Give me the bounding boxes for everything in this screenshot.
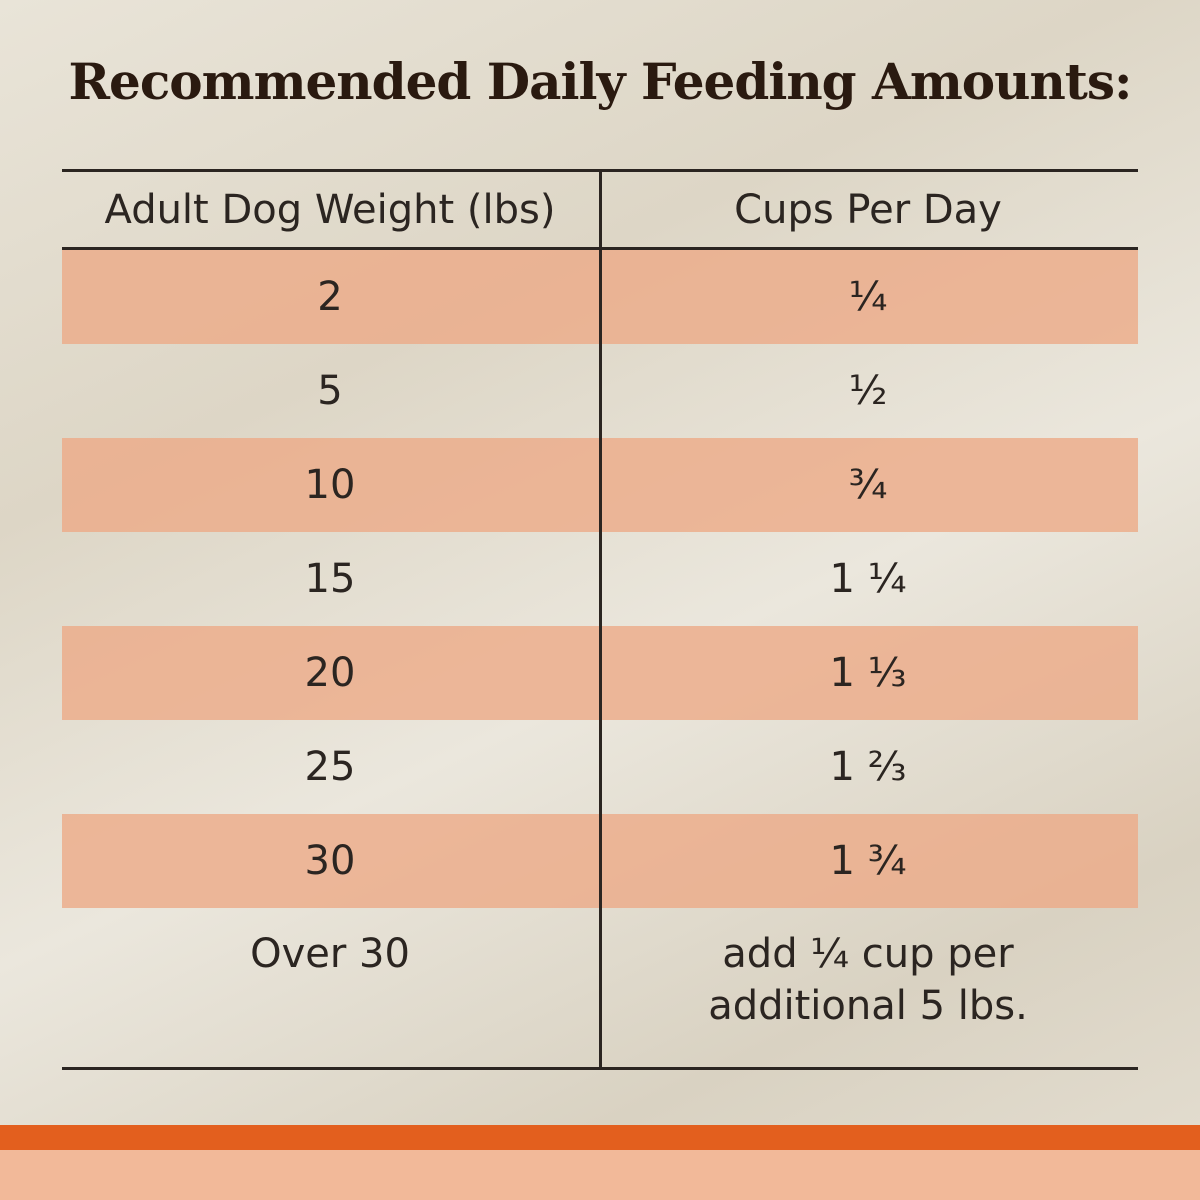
cell-text: 25 xyxy=(304,744,356,790)
cell-text: ½ xyxy=(848,368,888,414)
cell-text: add ¼ cup per additional 5 lbs. xyxy=(708,931,1028,1029)
table-bottom-rule xyxy=(62,1067,1138,1070)
cell-text: 5 xyxy=(317,368,343,414)
cell-text: 1 ¾ xyxy=(829,838,907,884)
table-cell: 1 ¾ xyxy=(600,814,1136,908)
table-cell: 1 ⅓ xyxy=(600,626,1136,720)
table-cell: 25 xyxy=(62,720,598,814)
cell-text: 1 ⅔ xyxy=(829,744,907,790)
cell-text: Cups Per Day xyxy=(734,187,1002,233)
table-cell: 1 ⅔ xyxy=(600,720,1136,814)
cell-text: 2 xyxy=(317,274,343,320)
cell-text: 10 xyxy=(304,462,356,508)
title: Recommended Daily Feeding Amounts: xyxy=(68,52,1133,111)
table-cell: add ¼ cup per additional 5 lbs. xyxy=(600,908,1136,1067)
column-divider xyxy=(599,170,602,1068)
footer-band xyxy=(0,1150,1200,1200)
cell-text: ¼ xyxy=(848,274,888,320)
column-header: Cups Per Day xyxy=(600,172,1136,248)
cell-text: 1 ⅓ xyxy=(829,650,907,696)
accent-bar xyxy=(0,1125,1200,1150)
cell-text: Over 30 xyxy=(250,931,410,977)
cell-text: 15 xyxy=(304,556,356,602)
table-cell: ¼ xyxy=(600,250,1136,344)
cell-text: ¾ xyxy=(848,462,888,508)
table-cell: Over 30 xyxy=(62,908,598,1067)
table-cell: ½ xyxy=(600,344,1136,438)
cell-text: Adult Dog Weight (lbs) xyxy=(104,187,556,233)
cell-text: 1 ¼ xyxy=(829,556,907,602)
column-header: Adult Dog Weight (lbs) xyxy=(62,172,598,248)
table-cell: 2 xyxy=(62,250,598,344)
table-cell: 5 xyxy=(62,344,598,438)
table-cell: 1 ¼ xyxy=(600,532,1136,626)
table-cell: 15 xyxy=(62,532,598,626)
cell-text: 30 xyxy=(304,838,356,884)
table-cell: 20 xyxy=(62,626,598,720)
table-cell: 10 xyxy=(62,438,598,532)
table-cell: 30 xyxy=(62,814,598,908)
cell-text: 20 xyxy=(304,650,356,696)
table-cell: ¾ xyxy=(600,438,1136,532)
